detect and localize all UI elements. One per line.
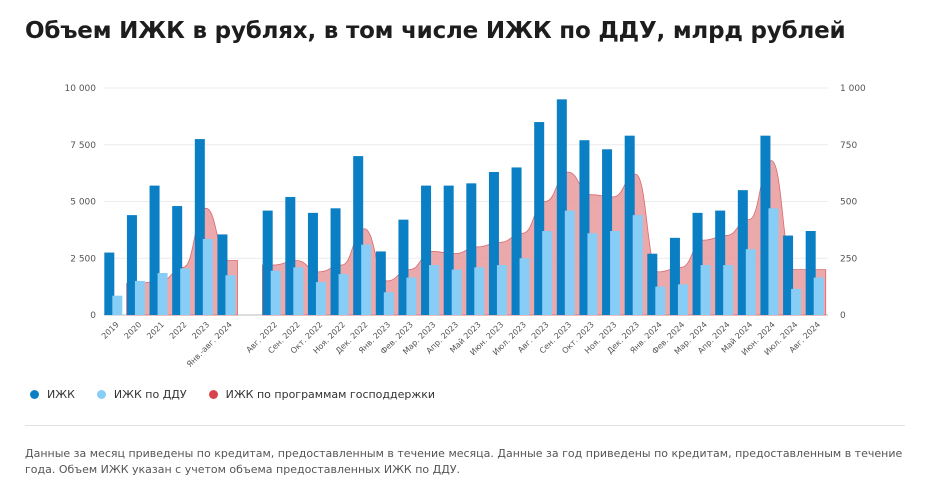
bar-ddu	[474, 267, 485, 315]
bar-ddu	[610, 231, 621, 315]
bar-ddu	[632, 215, 643, 315]
bar-ddu	[519, 258, 530, 315]
legend-label-gov: ИЖК по программам господдержки	[225, 388, 436, 401]
bar-izhk	[172, 206, 183, 315]
right-tick-label: 250	[840, 254, 857, 264]
chart-title: Объем ИЖК в рублях, в том числе ИЖК по Д…	[25, 18, 846, 44]
bar-ddu	[293, 267, 304, 315]
category-label: 2022	[168, 320, 189, 341]
category-label: 2021	[145, 320, 166, 341]
bar-izhk	[783, 235, 794, 315]
bar-izhk	[330, 208, 341, 315]
right-tick-label: 0	[840, 311, 846, 321]
legend-dot-ddu	[96, 390, 106, 399]
bar-izhk	[421, 185, 432, 315]
bar-ddu	[180, 268, 191, 315]
legend-label-izhk: ИЖК	[47, 388, 75, 401]
bar-izhk	[805, 231, 816, 315]
legend-label-ddu: ИЖК по ДДУ	[113, 388, 187, 401]
bar-izhk	[647, 253, 658, 315]
bar-ddu	[361, 244, 372, 315]
chart-canvas: 0 2 500 5 000 7 500 10 000 0 250 500 750 1 000 2…	[65, 84, 867, 369]
bar-ddu	[768, 208, 779, 315]
bar-izhk	[194, 139, 205, 315]
bar-izhk	[534, 122, 545, 315]
bar-izhk	[398, 219, 409, 315]
bar-izhk	[375, 251, 386, 315]
bar-izhk	[488, 171, 499, 315]
legend-item-ddu[interactable]: ИЖК по ДДУ	[96, 388, 187, 401]
footnote: Данные за месяц приведены по кредитам, п…	[25, 447, 903, 476]
legend: ИЖК ИЖК по ДДУ ИЖК по программам господд…	[30, 388, 435, 401]
bar-izhk	[737, 190, 748, 315]
legend-item-gov[interactable]: ИЖК по программам господдержки	[208, 388, 436, 401]
bar-ddu	[813, 277, 824, 315]
bar-ddu	[700, 265, 711, 315]
bar-ddu	[202, 238, 213, 315]
bar-ddu	[496, 265, 507, 315]
right-tick-label: 500	[840, 198, 857, 208]
bar-izhk	[466, 183, 477, 315]
left-tick-label: 5 000	[70, 198, 96, 208]
left-axis-ticks: 0 2 500 5 000 7 500 10 000	[65, 84, 97, 321]
right-tick-label: 1 000	[840, 84, 866, 94]
bar-ddu	[315, 282, 326, 315]
legend-dot-gov	[208, 390, 218, 399]
bar-izhk	[285, 196, 296, 315]
bar-ddu	[542, 231, 553, 315]
bar-ddu	[677, 284, 688, 315]
bar-izhk	[715, 210, 726, 315]
bar-izhk	[669, 237, 680, 315]
bar-ddu	[134, 280, 145, 315]
bar-ddu	[429, 265, 440, 315]
bar-izhk	[104, 252, 115, 315]
bar-izhk	[692, 212, 703, 315]
bar-izhk	[443, 185, 454, 315]
bar-ddu	[587, 233, 598, 315]
bar-izhk	[579, 140, 590, 315]
category-label: 2019	[100, 320, 121, 341]
bar-izhk	[149, 185, 160, 315]
bar-ddu	[383, 292, 394, 315]
bar-izhk	[353, 156, 364, 315]
left-tick-label: 2 500	[70, 254, 96, 264]
bars	[104, 99, 824, 315]
bar-izhk	[602, 149, 613, 315]
bar-ddu	[723, 265, 734, 315]
bar-izhk	[126, 215, 137, 315]
bar-izhk	[217, 234, 228, 315]
legend-item-izhk[interactable]: ИЖК	[30, 388, 75, 401]
bar-izhk	[556, 99, 567, 315]
bar-ddu	[112, 295, 123, 315]
bar-ddu	[745, 249, 756, 315]
bar-ddu	[791, 288, 802, 315]
right-tick-label: 750	[840, 141, 857, 151]
bar-ddu	[655, 286, 666, 315]
bar-izhk	[624, 135, 635, 315]
bar-ddu	[338, 274, 349, 315]
left-tick-label: 10 000	[65, 84, 97, 94]
category-label: 2023	[190, 320, 211, 341]
left-tick-label: 0	[90, 311, 96, 321]
bar-ddu	[451, 269, 462, 315]
bar-izhk	[262, 210, 273, 315]
bar-ddu	[270, 270, 281, 315]
right-axis-ticks: 0 250 500 750 1 000	[840, 84, 866, 321]
legend-dot-izhk	[30, 390, 39, 399]
bar-ddu	[406, 277, 417, 315]
left-tick-label: 7 500	[70, 141, 96, 151]
bar-izhk	[760, 135, 771, 315]
divider	[25, 425, 905, 426]
category-label: 2020	[123, 320, 144, 341]
bar-ddu	[564, 210, 575, 315]
bar-ddu	[157, 273, 168, 315]
bar-ddu	[225, 275, 236, 315]
bar-izhk	[511, 167, 522, 315]
bar-izhk	[307, 212, 318, 315]
